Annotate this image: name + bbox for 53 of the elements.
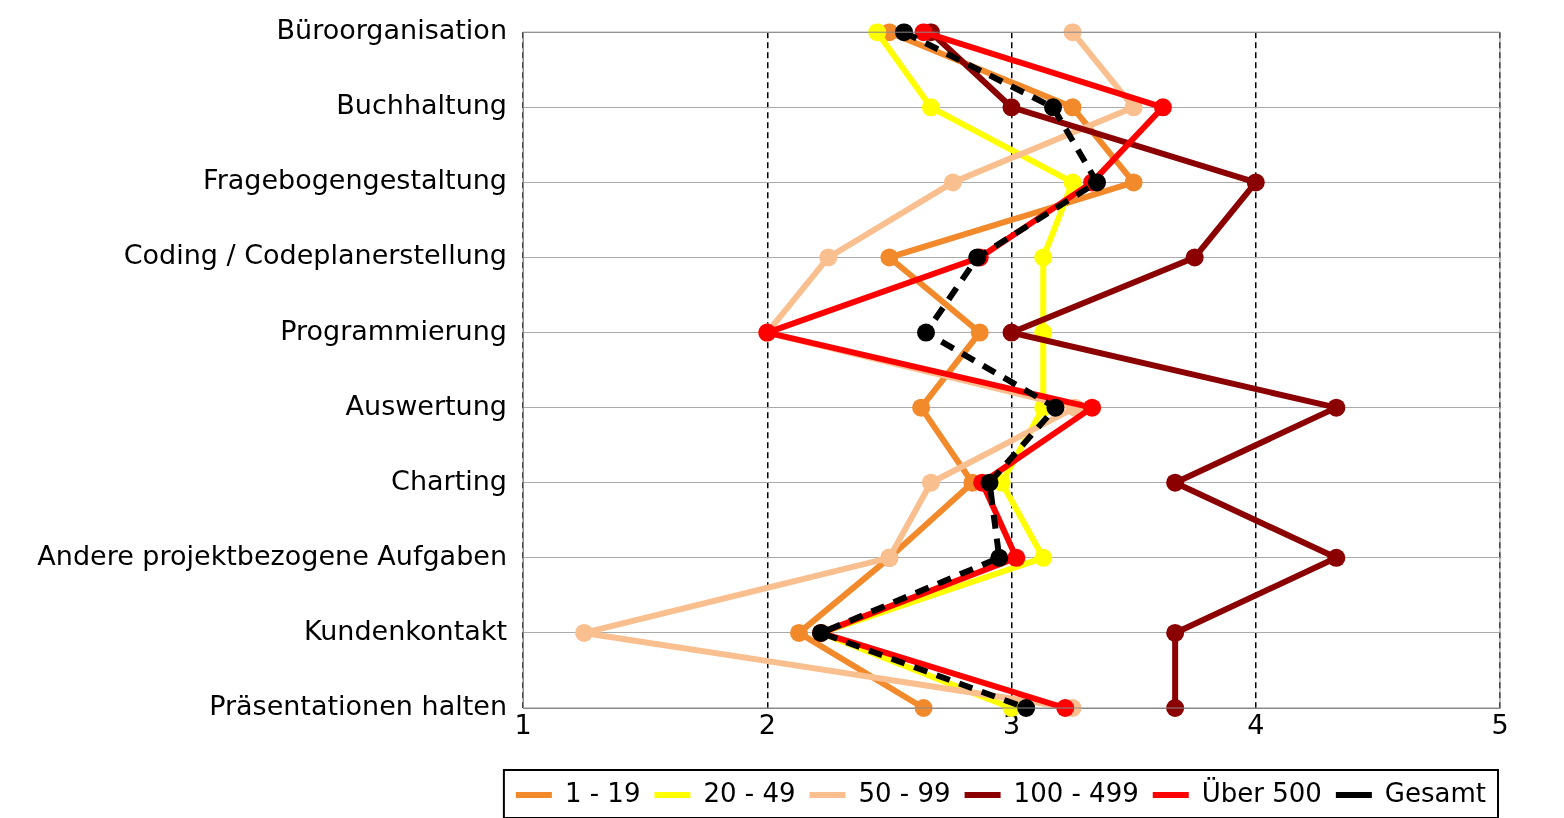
point	[1166, 623, 1185, 642]
point	[1044, 98, 1063, 117]
x-tick-label: 2	[758, 709, 776, 741]
point	[1327, 548, 1346, 567]
legend-label: 50 - 99	[858, 777, 951, 808]
point	[1246, 173, 1265, 192]
point	[790, 623, 808, 642]
point	[943, 173, 962, 192]
y-tick-label: Präsentationen halten	[209, 690, 507, 722]
legend-label: 100 - 499	[1013, 777, 1139, 808]
x-tick-label: 1	[514, 709, 532, 741]
point	[819, 248, 838, 267]
x-tick-label: 5	[1491, 709, 1509, 741]
point	[970, 323, 989, 342]
point	[868, 23, 887, 42]
point	[990, 548, 1009, 567]
point	[1327, 398, 1346, 417]
point	[1007, 548, 1026, 567]
point	[1002, 98, 1021, 117]
point	[880, 248, 899, 267]
point	[1034, 548, 1053, 567]
y-tick-label: Büroorganisation	[276, 14, 507, 46]
point	[895, 23, 914, 42]
legend-label: 1 - 19	[564, 777, 641, 808]
point	[1002, 323, 1021, 342]
point	[1083, 398, 1102, 417]
y-tick-label: Kundenkontakt	[303, 614, 507, 646]
point	[1124, 173, 1143, 192]
legend-label: 20 - 49	[703, 777, 796, 808]
legend-label: Über 500	[1201, 776, 1322, 808]
point	[912, 398, 931, 417]
point	[1046, 398, 1065, 417]
y-tick-label: Auswertung	[345, 389, 507, 421]
point	[1153, 98, 1172, 117]
y-tick-label: Andere projektbezogene Aufgaben	[37, 539, 507, 571]
point	[917, 323, 936, 342]
point	[1063, 98, 1082, 117]
y-tick-label: Programmierung	[280, 314, 507, 346]
point	[980, 473, 999, 492]
point	[1087, 173, 1106, 192]
point	[1034, 248, 1053, 267]
point	[575, 623, 594, 642]
y-tick-label: Charting	[391, 464, 507, 496]
y-tick-label: Coding / Codeplanerstellung	[123, 239, 507, 271]
y-tick-label: Buchhaltung	[336, 89, 507, 121]
point	[1166, 473, 1185, 492]
point	[1063, 173, 1082, 192]
point	[921, 98, 940, 117]
point	[1185, 248, 1204, 267]
point	[921, 473, 940, 492]
x-tick-label: 4	[1247, 709, 1265, 741]
legend-label: Gesamt	[1384, 777, 1487, 808]
y-tick-label: Fragebogengestaltung	[203, 164, 507, 196]
